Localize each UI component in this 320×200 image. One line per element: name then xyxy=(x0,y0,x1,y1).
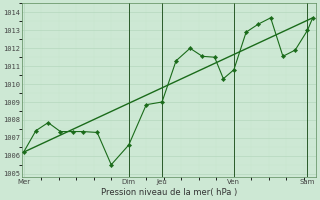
X-axis label: Pression niveau de la mer( hPa ): Pression niveau de la mer( hPa ) xyxy=(101,188,237,197)
